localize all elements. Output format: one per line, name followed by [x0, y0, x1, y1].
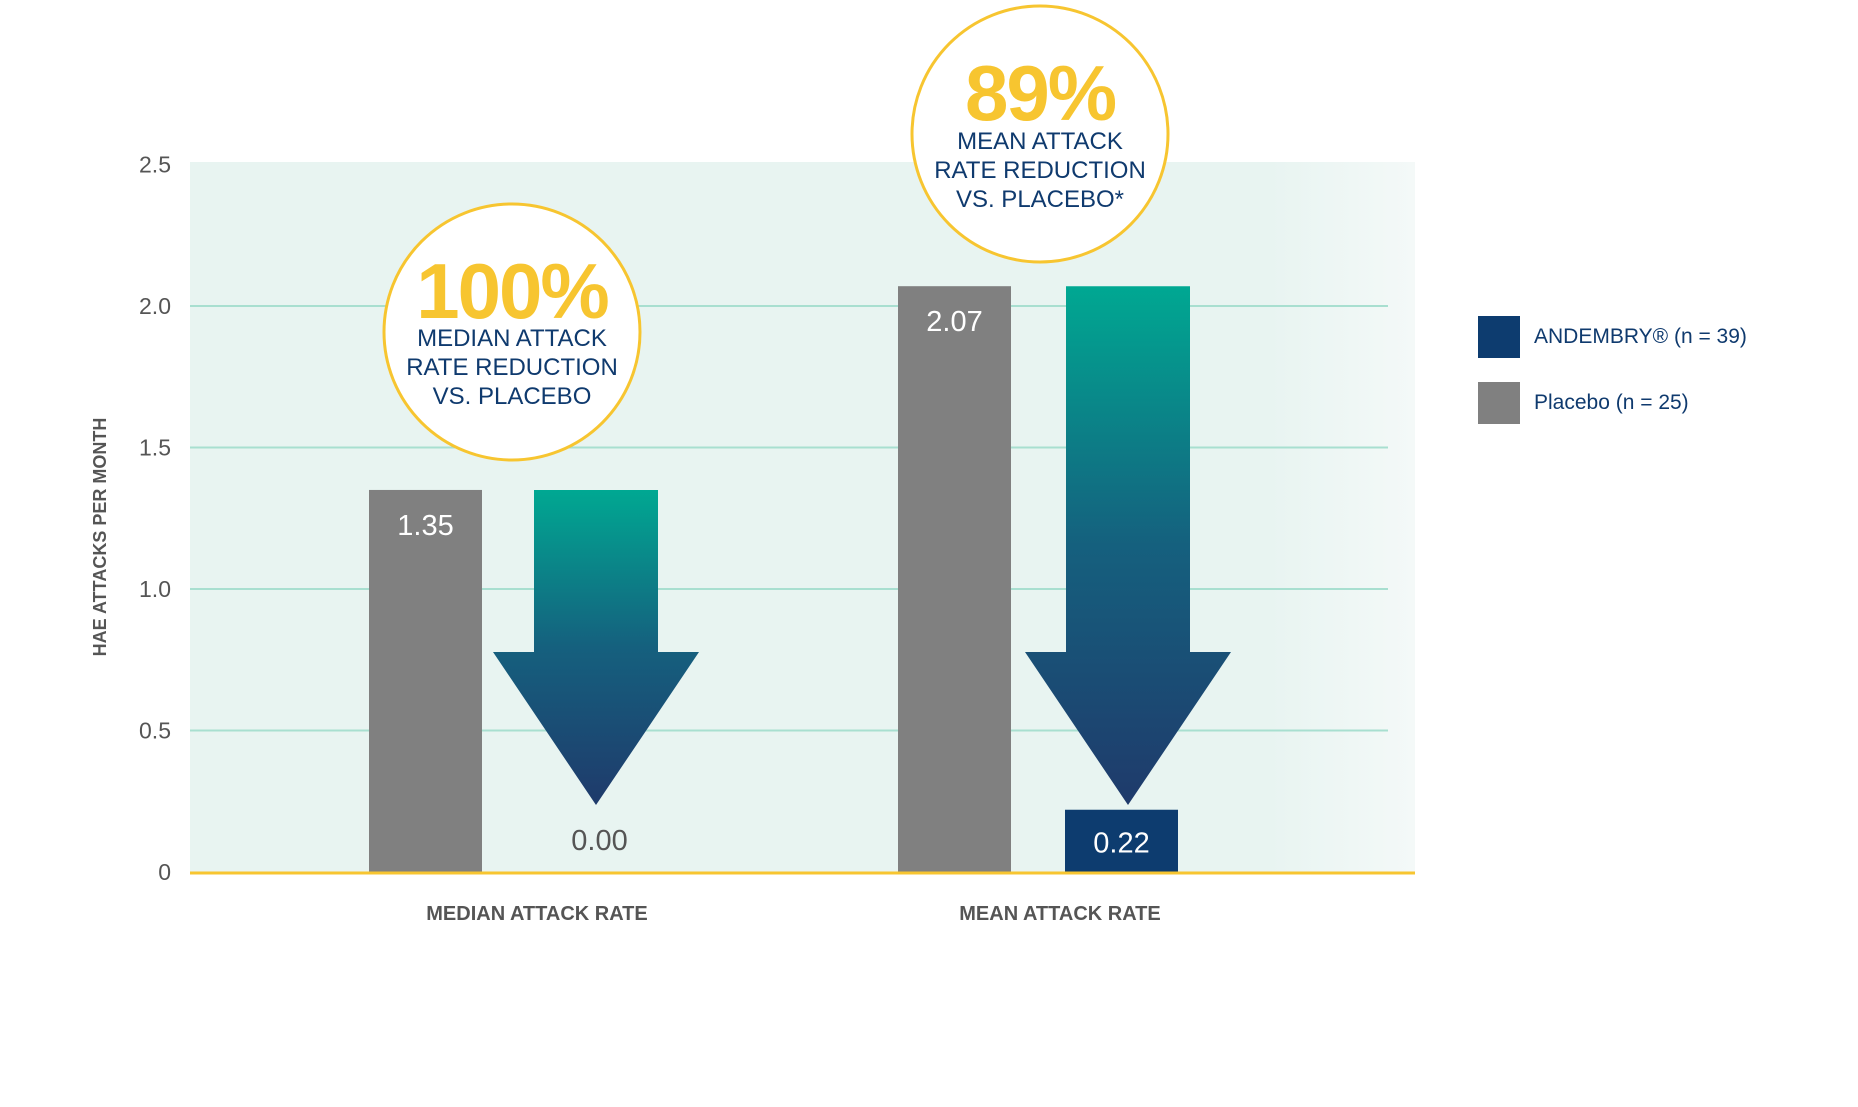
callout-text-line: MEAN ATTACK [957, 128, 1123, 155]
bar-placebo [369, 489, 482, 872]
value-label-andembry: 0.00 [571, 825, 627, 857]
callout-text-line: RATE REDUCTION [406, 354, 618, 381]
value-label-andembry: 0.22 [1093, 828, 1149, 860]
bar-andembry [1065, 809, 1178, 872]
x-category-label: MEDIAN ATTACK RATE [426, 903, 647, 925]
legend-item-andembry: ANDEMBRY® (n = 39) [1478, 315, 1747, 359]
value-label-placebo: 1.35 [397, 510, 453, 542]
legend-item-placebo: Placebo (n = 25) [1478, 381, 1747, 425]
reduction-arrow [1025, 286, 1231, 805]
legend-swatch-andembry [1478, 316, 1520, 358]
y-tick-label: 0.5 [139, 718, 171, 744]
legend-label-placebo: Placebo (n = 25) [1534, 391, 1689, 414]
legend: ANDEMBRY® (n = 39) Placebo (n = 25) [1478, 315, 1747, 447]
value-label-placebo: 2.07 [926, 306, 982, 338]
y-tick-label: 1.0 [139, 576, 171, 602]
legend-swatch-placebo [1478, 382, 1520, 424]
callout-percent: 89% [965, 49, 1116, 137]
callout-circle [910, 4, 1170, 264]
callout-percent: 100% [416, 247, 608, 335]
y-tick-label: 2.0 [139, 293, 171, 319]
y-tick-label: 0 [158, 859, 171, 885]
y-tick-label: 2.5 [139, 152, 171, 178]
callout-text-line: VS. PLACEBO* [956, 186, 1124, 213]
callout-text-line: RATE REDUCTION [934, 157, 1146, 184]
reduction-arrow [493, 489, 699, 805]
callout-text-line: VS. PLACEBO [433, 383, 592, 410]
x-category-label: MEAN ATTACK RATE [959, 903, 1160, 925]
bar-placebo [898, 286, 1011, 872]
y-axis-label: HAE ATTACKS PER MONTH [90, 418, 110, 657]
legend-label-andembry: ANDEMBRY® (n = 39) [1534, 325, 1747, 348]
callout-text-line: MEDIAN ATTACK [417, 325, 607, 352]
y-tick-label: 1.5 [139, 435, 171, 461]
callout-circle [382, 202, 642, 462]
